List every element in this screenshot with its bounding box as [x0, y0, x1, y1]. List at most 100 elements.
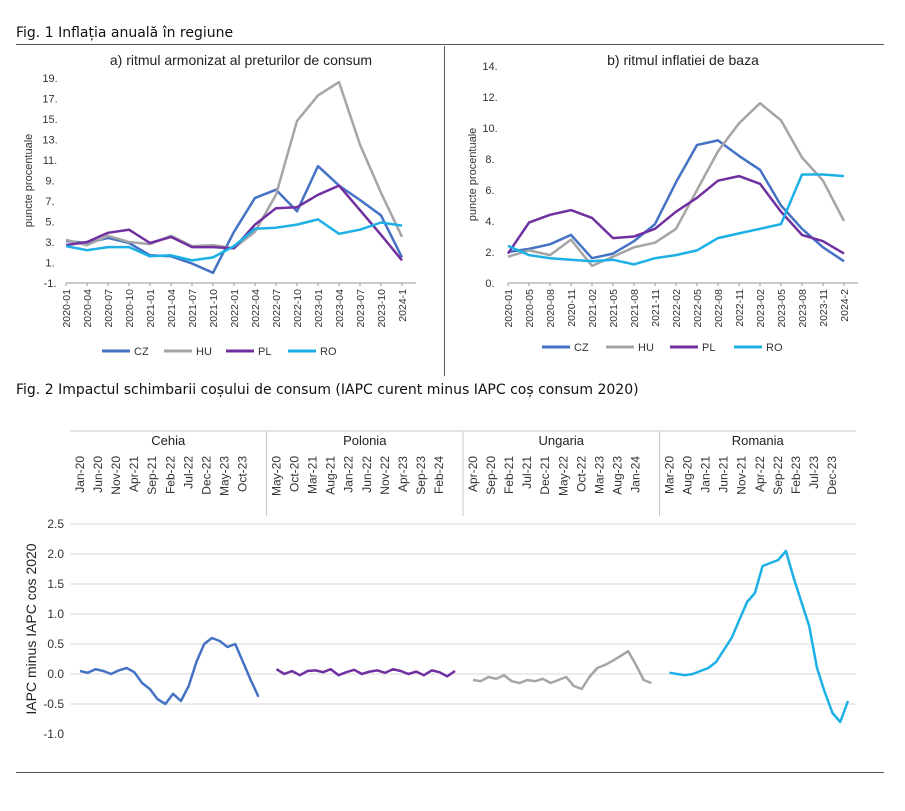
chart-b-ytick-label: 0.: [485, 278, 494, 290]
chart-a-xtick-label: 2020-07: [103, 289, 115, 328]
chart-c-panel-title: Romania: [732, 433, 785, 448]
chart-b-ytick-label: 4.: [485, 216, 494, 228]
chart-a-xtick-label: 2023-07: [355, 289, 367, 328]
chart-c-panel-title: Cehia: [151, 433, 186, 448]
chart-b-xtick-label: 2021-02: [587, 289, 599, 328]
chart-b-series-pl: [506, 174, 845, 255]
chart-a-legend-label-pl: PL: [258, 346, 271, 358]
chart-c-xtick-label: Oct-23: [235, 456, 249, 492]
chart-a-xtick-label: 2020-01: [61, 289, 73, 328]
chart-c-panel-title: Ungaria: [538, 433, 584, 448]
chart-a-xtick-label: 2021-01: [145, 289, 157, 328]
chart-a-xtick-label: 2021-07: [187, 289, 199, 328]
chart-c-xtick-label: Mar-21: [306, 456, 320, 494]
chart-b-xtick-label: 2022-08: [713, 289, 725, 328]
chart-b-xtick-label: 2020-01: [503, 289, 515, 328]
chart-c-xtick-label: Sep-20: [484, 456, 498, 495]
chart-c-xtick-label: May-20: [270, 456, 284, 496]
chart-a-hicp: a) ritmul armonizat al preturilor de con…: [23, 52, 416, 358]
chart-a-xtick-label: 2024-1: [397, 289, 409, 322]
fig1-top-rule: [16, 44, 884, 45]
chart-c-xtick-label: Jul-22: [181, 456, 195, 489]
chart-b-xtick-label: 2022-05: [692, 289, 704, 328]
chart-a-ytick-label: 11.: [43, 155, 57, 167]
chart-c-xtick-label: Sep-21: [145, 456, 159, 495]
chart-c-xtick-label: Jul-23: [807, 456, 821, 489]
chart-a-ytick-label: 5.: [45, 217, 54, 229]
chart-a-xtick-label: 2021-04: [166, 289, 178, 328]
chart-c-xtick-label: May-22: [556, 456, 570, 496]
chart-c-ytick-label: 2.5: [47, 517, 64, 531]
chart-c-xtick-label: Apr-21: [127, 456, 141, 492]
chart-b-xtick-label: 2021-11: [650, 289, 662, 327]
chart-a-legend-label-ro: RO: [320, 346, 337, 358]
chart-a-ytick-label: 7.: [45, 196, 54, 208]
chart-b-xtick-label: 2023-08: [797, 289, 809, 328]
chart-a-series-pl: [65, 184, 403, 262]
chart-c-xtick-label: Nov-21: [735, 456, 749, 495]
chart-a-series-cz: [65, 164, 404, 275]
chart-c-xtick-label: Jul-21: [520, 456, 534, 489]
chart-c-xtick-label: Dec-23: [825, 456, 839, 495]
chart-b-series-hu: [507, 101, 846, 268]
chart-c-xtick-label: Feb-21: [502, 456, 516, 494]
chart-c-xtick-label: Sep-22: [771, 456, 785, 495]
chart-c-series-polonia: [275, 667, 456, 678]
chart-a-ytick-label: 1.: [45, 258, 54, 270]
chart-b-xtick-label: 2020-08: [545, 289, 557, 328]
chart-c-xtick-label: Feb-22: [163, 456, 177, 494]
fig2-caption: Fig. 2 Impactul schimbarii coșului de co…: [16, 382, 639, 398]
chart-a-xtick-label: 2023-10: [376, 289, 388, 328]
chart-c-xtick-label: Sep-23: [414, 456, 428, 495]
chart-a-ytick-label: 3.: [45, 237, 54, 249]
chart-c-xtick-label: Apr-23: [396, 456, 410, 492]
fig1-caption: Fig. 1 Inflația anuală în regiune: [16, 25, 234, 41]
chart-c-ytick-label: -1.0: [43, 727, 64, 741]
chart-c-ytick-label: 0.5: [47, 637, 64, 651]
chart-b-xtick-label: 2023-02: [755, 289, 767, 328]
chart-a-series-ro: [65, 218, 403, 262]
chart-b-xtick-label: 2021-08: [629, 289, 641, 328]
chart-c-ytick-label: 1.5: [47, 577, 64, 591]
chart-c-ytick-label: -0.5: [43, 697, 64, 711]
chart-c-xtick-label: Oct-22: [574, 456, 588, 492]
chart-b-ytick-label: 14.: [482, 61, 497, 73]
chart-c-ytick-label: 1.0: [47, 607, 64, 621]
chart-b-core: b) ritmul inflatiei de baza puncte procen…: [467, 52, 858, 354]
chart-c-xtick-label: Oct-20: [288, 456, 302, 492]
chart-c-xtick-label: Feb-23: [789, 456, 803, 494]
chart-b-ytick-label: 6.: [485, 185, 494, 197]
chart-c-panel-title: Polonia: [343, 433, 387, 448]
chart-a-ytick-label: 15.: [42, 114, 57, 126]
chart-a-title: a) ritmul armonizat al preturilor de con…: [110, 52, 372, 68]
chart-b-xtick-label: 2022-11: [734, 289, 746, 327]
chart-b-legend-label-pl: PL: [702, 342, 715, 354]
chart-b-legend-label-cz: CZ: [574, 342, 589, 354]
chart-a-xtick-label: 2022-07: [271, 289, 283, 328]
chart-c-xtick-label: Dec-21: [538, 456, 552, 495]
chart-a-xtick-label: 2023-01: [313, 289, 325, 328]
chart-c-series-ungaria: [472, 649, 652, 691]
chart-b-ytick-label: 12.: [482, 92, 497, 104]
chart-a-series-hu: [65, 80, 404, 250]
chart-c-xtick-label: May-23: [217, 456, 231, 496]
chart-a-legend-label-cz: CZ: [134, 346, 149, 358]
chart-b-legend-label-hu: HU: [638, 342, 654, 354]
chart-a-xtick-label: 2022-04: [250, 289, 262, 328]
chart-a-ytick-label: 13.: [42, 135, 57, 147]
chart-c-xtick-label: Jan-20: [73, 456, 87, 493]
chart-b-xtick-label: 2020-11: [566, 289, 578, 327]
chart-a-ytick-label: 19.: [42, 73, 57, 85]
fig2-bottom-rule: [16, 772, 884, 773]
chart-c-xtick-label: Jan-21: [699, 456, 713, 493]
chart-c-xtick-label: Aug-21: [324, 456, 338, 495]
chart-a-xtick-label: 2022-01: [229, 289, 241, 328]
chart-b-xtick-label: 2023-11: [818, 289, 830, 327]
chart-c-series-cehia: [79, 636, 260, 706]
chart-c-xtick-label: Jun-22: [360, 456, 374, 493]
chart-c-xtick-label: Feb-24: [432, 456, 446, 494]
chart-c-ylabel: IAPC minus IAPC cos 2020: [23, 543, 39, 714]
chart-a-ylabel: puncte procentuale: [23, 134, 35, 228]
chart-b-xtick-label: 2023-05: [776, 289, 788, 328]
chart-a-xtick-label: 2021-10: [208, 289, 220, 328]
